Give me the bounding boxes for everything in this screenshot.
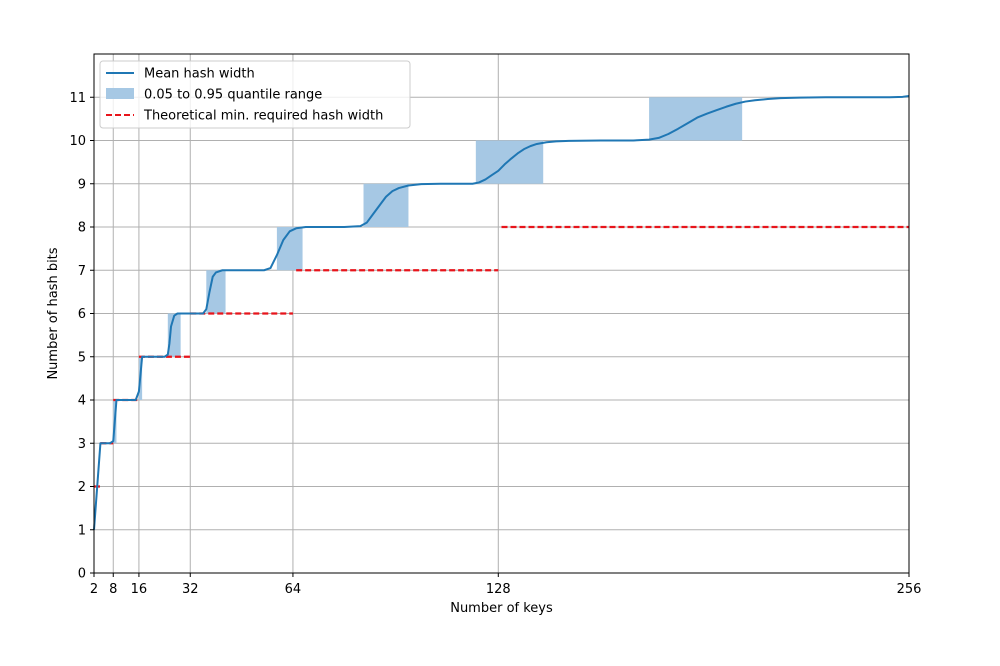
legend-band-label: 0.05 to 0.95 quantile range <box>144 88 322 103</box>
quantile-band <box>475 140 544 184</box>
y-tick-label: 4 <box>78 394 86 409</box>
y-tick-label: 11 <box>69 91 86 106</box>
x-tick-label: 64 <box>285 582 302 597</box>
y-tick-label: 3 <box>78 437 86 452</box>
y-tick-label: 7 <box>78 264 86 279</box>
mean-hash-width-line <box>93 94 910 530</box>
legend-band-swatch <box>106 88 134 99</box>
y-tick-label: 6 <box>78 307 86 322</box>
y-tick-label: 8 <box>78 221 86 236</box>
x-tick-label: 32 <box>182 582 199 597</box>
legend-mean-label: Mean hash width <box>144 67 255 82</box>
y-axis-label: Number of hash bits <box>46 247 61 379</box>
x-tick-label: 2 <box>90 582 98 597</box>
y-tick-label: 5 <box>78 350 86 365</box>
y-tick-label: 0 <box>78 567 86 582</box>
x-tick-label: 128 <box>486 582 511 597</box>
x-tick-label: 8 <box>109 582 117 597</box>
x-axis-label: Number of keys <box>450 601 553 616</box>
legend-theory-label: Theoretical min. required hash width <box>143 109 383 124</box>
quantile-band <box>276 227 303 271</box>
x-tick-label: 16 <box>131 582 148 597</box>
y-tick-label: 2 <box>78 480 86 495</box>
y-tick-label: 10 <box>69 134 86 149</box>
y-tick-label: 9 <box>78 177 86 192</box>
legend: Mean hash width 0.05 to 0.95 quantile ra… <box>99 60 411 129</box>
mean-line-group <box>93 94 910 530</box>
x-tick-label: 256 <box>897 582 922 597</box>
y-tick-label: 1 <box>78 523 86 538</box>
quantile-band <box>363 183 409 227</box>
legend-box <box>99 60 411 129</box>
x-axis: 2 8 16 32 64 128 256 <box>90 573 922 597</box>
y-axis: 0 1 2 3 4 5 6 7 8 9 10 11 <box>69 91 94 582</box>
